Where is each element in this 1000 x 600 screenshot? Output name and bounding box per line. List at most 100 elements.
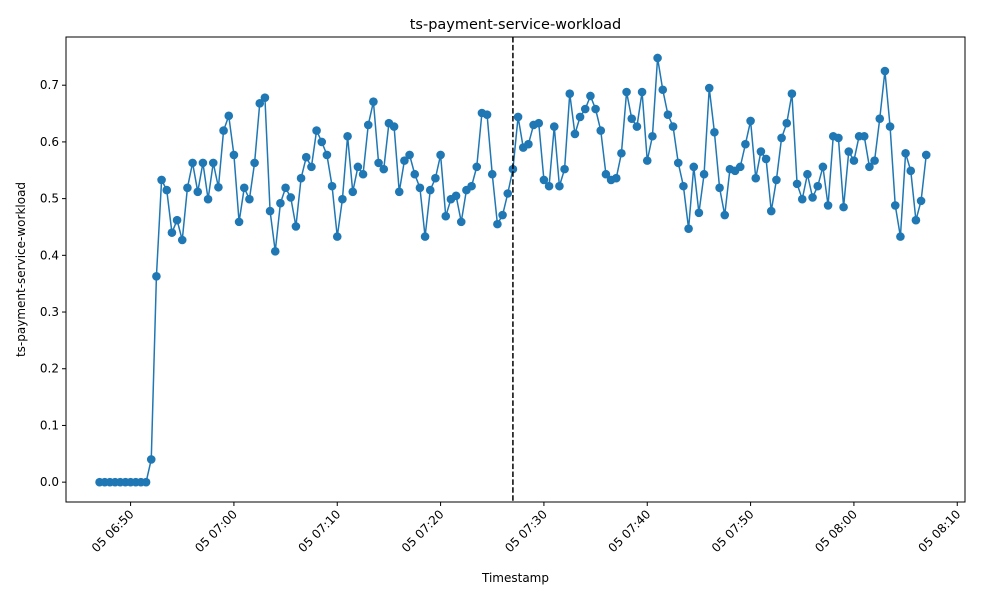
data-point — [508, 164, 518, 174]
data-point — [746, 116, 755, 126]
data-point — [276, 198, 285, 208]
data-point — [400, 156, 409, 165]
data-point — [911, 215, 921, 225]
data-point — [663, 110, 673, 119]
data-point — [358, 169, 368, 179]
data-point — [622, 87, 631, 97]
data-point — [555, 181, 564, 191]
data-point — [425, 185, 435, 195]
data-point — [539, 175, 549, 185]
data-point — [570, 129, 580, 139]
data-point — [472, 162, 482, 172]
data-point — [301, 152, 311, 162]
y-tick-label: 0.4 — [40, 248, 59, 262]
data-point — [394, 187, 404, 197]
x-tick-label: 05 07:40 — [606, 507, 654, 555]
data-point — [296, 173, 306, 183]
data-point — [183, 183, 192, 193]
data-point — [668, 122, 678, 131]
data-point — [565, 89, 575, 99]
data-point — [245, 194, 254, 204]
y-tick-label: 0.7 — [40, 78, 59, 92]
data-point — [787, 89, 797, 99]
data-point — [255, 99, 265, 108]
data-point — [239, 183, 249, 193]
data-point — [456, 217, 466, 227]
x-tick-label: 05 08:10 — [916, 507, 964, 555]
data-point — [270, 247, 280, 256]
x-tick-label: 05 07:10 — [296, 507, 344, 555]
data-point — [808, 193, 817, 202]
data-point — [735, 162, 745, 172]
data-point — [684, 224, 693, 233]
data-point — [513, 112, 523, 122]
data-point — [658, 85, 668, 95]
data-point — [849, 156, 859, 165]
data-point — [803, 169, 812, 179]
data-point — [348, 187, 358, 197]
data-point — [203, 194, 213, 204]
data-point — [694, 208, 704, 218]
x-tick-label: 05 08:00 — [812, 507, 860, 555]
data-point — [591, 104, 600, 114]
data-point — [162, 185, 172, 195]
data-point — [451, 191, 461, 201]
y-tick-label: 0.5 — [40, 192, 59, 206]
data-point — [617, 148, 626, 158]
data-point — [415, 183, 425, 193]
data-point — [198, 158, 208, 168]
data-point — [260, 93, 270, 102]
data-point — [487, 169, 497, 179]
data-point — [586, 91, 595, 101]
data-point — [549, 122, 559, 131]
data-point — [338, 194, 347, 204]
data-point — [167, 228, 177, 237]
data-point — [291, 222, 301, 231]
data-point — [601, 169, 611, 179]
data-point — [353, 162, 363, 172]
data-point — [890, 201, 900, 210]
data-point — [777, 133, 786, 143]
data-point — [839, 202, 848, 212]
x-axis: 05 06:50 05 07:00 05 07:10 05 07:20 05 07:30… — [89, 502, 964, 555]
data-point — [265, 206, 275, 216]
data-point — [544, 181, 554, 191]
data-point — [224, 111, 234, 121]
data-point — [229, 150, 239, 160]
data-point — [234, 217, 244, 227]
data-point — [761, 154, 771, 164]
data-point — [498, 210, 507, 220]
data-point — [844, 147, 854, 156]
axes-frame — [65, 36, 966, 503]
data-point — [875, 114, 885, 123]
data-point — [632, 122, 642, 131]
data-point — [653, 53, 662, 63]
data-point — [834, 133, 843, 143]
data-point — [782, 118, 792, 128]
data-point — [575, 112, 585, 122]
data-point — [715, 183, 724, 193]
x-tick-label: 05 07:00 — [192, 507, 240, 555]
data-point — [250, 158, 259, 168]
data-point — [865, 162, 874, 172]
data-point — [823, 201, 833, 210]
data-point — [363, 120, 373, 130]
y-tick-label: 0.2 — [40, 362, 59, 376]
data-point — [901, 148, 910, 158]
data-point — [441, 211, 451, 221]
data-point — [141, 477, 151, 487]
data-point — [741, 139, 750, 149]
data-point — [312, 126, 321, 135]
y-tick-label: 0.1 — [40, 418, 59, 432]
data-point — [317, 137, 327, 147]
data-point — [679, 181, 688, 191]
data-point — [792, 179, 802, 189]
data-point — [177, 235, 187, 245]
data-point — [885, 122, 895, 131]
data-point — [172, 215, 182, 225]
series-layer — [95, 53, 931, 487]
data-point — [859, 131, 869, 141]
data-point — [751, 173, 761, 183]
data-point — [534, 118, 544, 128]
